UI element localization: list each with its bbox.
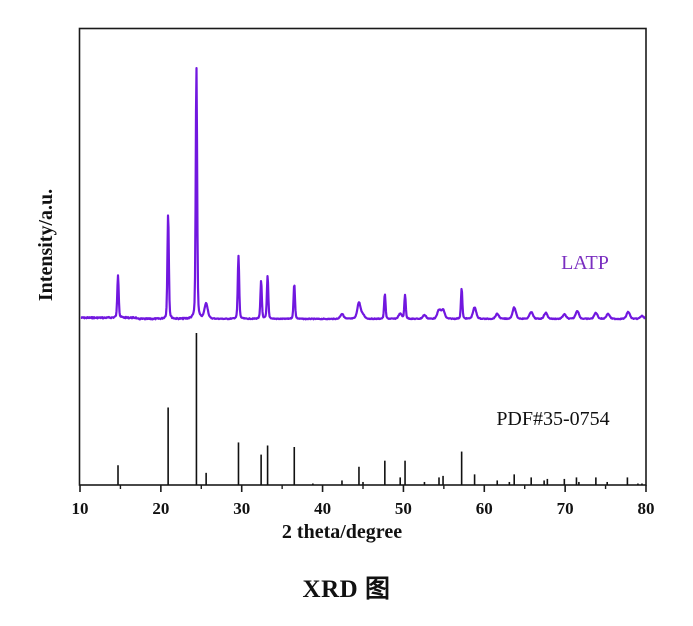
x-tick-label: 30 <box>233 499 250 518</box>
reference-series-label: PDF#35-0754 <box>496 408 609 430</box>
x-axis-tick-labels: 10 20 30 40 50 60 70 80 <box>72 499 655 518</box>
xrd-chart: 10 20 30 40 50 60 70 80 LATP PDF#35-0754 2 thet… <box>35 27 655 543</box>
y-axis-title: Intensity/a.u. <box>35 189 57 301</box>
x-tick-label: 10 <box>72 499 89 518</box>
reference-stick-pattern <box>117 333 643 485</box>
latp-series-label: LATP <box>561 252 609 274</box>
figure-caption: XRD 图 <box>302 576 391 603</box>
x-tick-label: 50 <box>395 499 412 518</box>
x-tick-label: 20 <box>152 499 169 518</box>
x-axis-ticks <box>79 485 647 492</box>
x-tick-label: 40 <box>314 499 331 518</box>
latp-pattern-line <box>80 67 646 321</box>
x-tick-label: 80 <box>638 499 655 518</box>
x-tick-label: 60 <box>476 499 493 518</box>
x-axis-title: 2 theta/degree <box>282 521 402 543</box>
x-tick-label: 70 <box>557 499 574 518</box>
